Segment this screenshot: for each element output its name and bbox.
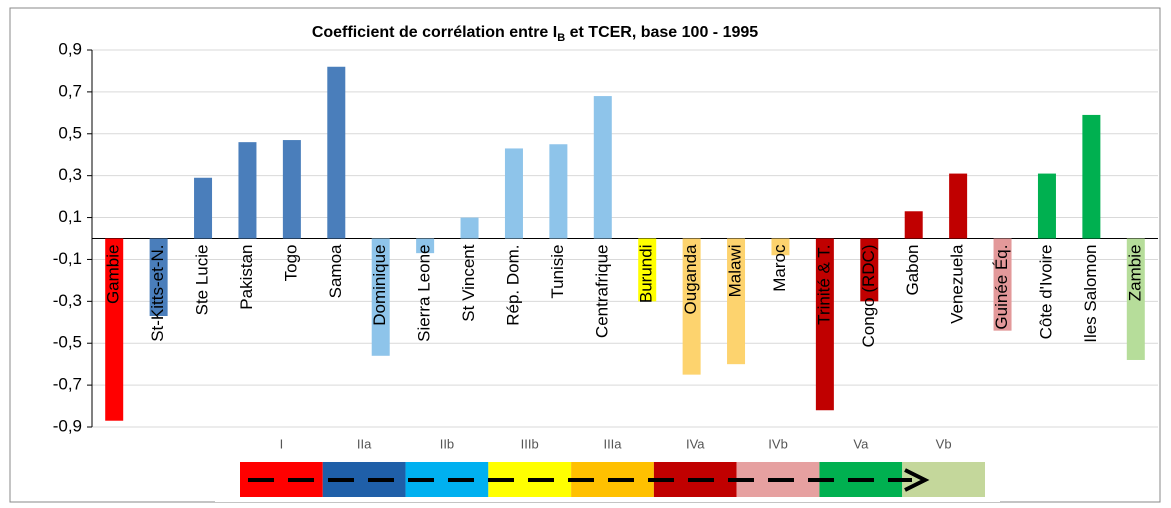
x-tick-label: Centrafrique [592, 245, 611, 339]
legend-label: IIIb [521, 436, 539, 451]
bar [549, 144, 568, 239]
bar [282, 140, 301, 239]
bar [593, 96, 612, 239]
legend-swatch [902, 462, 985, 497]
bar [105, 238, 124, 421]
legend-label: Vb [936, 436, 952, 451]
x-tick-label: Gambie [104, 245, 123, 305]
bar [416, 238, 435, 254]
bar [371, 238, 390, 356]
x-tick-label: Ouganda [681, 244, 700, 314]
y-tick-label: 0,3 [58, 165, 82, 184]
bar [149, 238, 168, 316]
y-tick-label: -0,7 [53, 375, 82, 394]
y-tick-label: -0,3 [53, 291, 82, 310]
bar [682, 238, 701, 375]
x-tick-label: Congo (RDC) [859, 245, 878, 348]
bar [1037, 173, 1056, 239]
x-tick-label: Sierra Leone [415, 245, 434, 342]
y-tick-label: -0,1 [53, 249, 82, 268]
x-tick-label: Gabon [903, 245, 922, 296]
bar [993, 238, 1012, 331]
x-tick-label: Maroc [770, 244, 789, 292]
x-tick-label: Iles Salomon [1081, 245, 1100, 343]
x-tick-label: Pakistan [237, 244, 256, 309]
legend-label: IVb [768, 436, 788, 451]
bar [949, 173, 968, 239]
x-tick-label: Burundi [637, 245, 656, 304]
x-tick-label: Samoa [326, 244, 345, 298]
legend-label: IIa [357, 436, 372, 451]
bar [460, 217, 479, 239]
title-part: Coefficient de corrélation entre I [312, 24, 557, 41]
x-tick-label: Dominique [370, 245, 389, 326]
y-tick-label: 0,1 [58, 207, 82, 226]
grid [87, 49, 1158, 428]
x-tick-label: Venezuela [948, 244, 967, 324]
y-tick-label: -0,9 [53, 416, 82, 435]
bar [504, 148, 523, 239]
x-tick-label: Côte d'Ivoire [1036, 245, 1055, 340]
x-tick-label: Guinée Éq. [992, 245, 1011, 330]
bar [727, 238, 746, 365]
x-tick-label: Tunisie [548, 245, 567, 299]
bar [1126, 238, 1145, 360]
y-tick-label: 0,9 [58, 39, 82, 58]
bars [105, 66, 1145, 421]
labels: 0,9 0,7 0,5 0,3 0,1 -0,1 -0,3 -0,5 -0,7 -0,9 Gambi… [53, 39, 1145, 435]
chart-frame [9, 7, 1161, 503]
bar [860, 238, 879, 302]
bar [194, 177, 213, 239]
x-tick-label: Rép. Dom. [503, 245, 522, 326]
y-tick-label: 0,7 [58, 81, 82, 100]
x-tick-label: St-Kitts-et-N. [148, 245, 167, 342]
legend-label: IVa [686, 436, 705, 451]
x-tick-label: Malawi [726, 245, 745, 298]
x-tick-label: Zambie [1125, 245, 1144, 302]
bar [327, 66, 346, 239]
bar [771, 238, 790, 256]
x-tick-label: Ste Lucie [193, 245, 212, 316]
title-subscript: B [557, 32, 565, 44]
chart-title: Coefficient de corrélation entre IB et T… [312, 24, 758, 44]
legend-label: Va [853, 436, 869, 451]
bar [815, 238, 834, 411]
legend: I IIa IIb IIIb IIIa IVa IVb Va Vb [240, 436, 985, 497]
bar [238, 142, 257, 239]
y-tick-label: 0,5 [58, 123, 82, 142]
legend-label: IIb [440, 436, 454, 451]
x-tick-label: Togo [281, 245, 300, 282]
y-tick-label: -0,5 [53, 333, 82, 352]
legend-label: IIIa [603, 436, 622, 451]
x-tick-label: St Vincent [459, 244, 478, 321]
legend-arrowhead [904, 468, 930, 492]
legend-label: I [280, 436, 284, 451]
x-tick-label: Trinité & T. [814, 245, 833, 325]
bar [904, 211, 923, 239]
title-part: et TCER, base 100 - 1995 [565, 24, 758, 41]
bar [1082, 114, 1101, 239]
bar [638, 238, 657, 302]
